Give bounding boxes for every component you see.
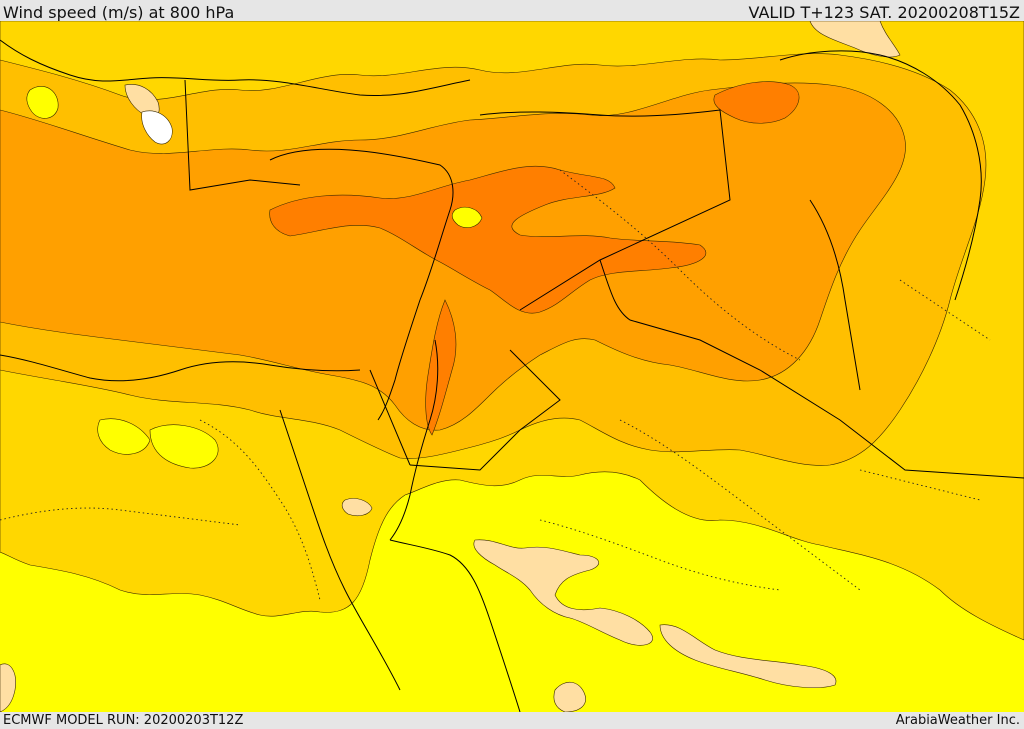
wind-patch-yellow-3 xyxy=(451,206,483,228)
wind-calm-peach-3 xyxy=(553,682,586,712)
wind-core-dark-orange xyxy=(269,165,707,314)
wind-calm-white xyxy=(141,110,173,145)
internal-borders xyxy=(0,169,991,601)
valid-time: VALID T+123 SAT. 20200208T15Z xyxy=(748,3,1020,22)
map-header: Wind speed (m/s) at 800 hPa VALID T+123 … xyxy=(0,0,1024,22)
wind-calm-peach-7 xyxy=(0,663,16,712)
wind-calm-peach-4 xyxy=(341,498,373,517)
wind-core-dark-orange-east xyxy=(713,81,800,124)
wind-calm-peach-5 xyxy=(809,21,901,58)
wind-core-levant xyxy=(425,299,457,436)
wind-patch-yellow-2 xyxy=(149,424,219,469)
map-title: Wind speed (m/s) at 800 hPa xyxy=(3,3,235,22)
wind-patch-yellow-4 xyxy=(26,86,59,119)
wind-calm-peach-2 xyxy=(659,624,837,689)
credit: ArabiaWeather Inc. xyxy=(895,713,1020,728)
wind-calm-peach-1 xyxy=(473,539,653,646)
map-footer: ECMWF MODEL RUN: 20200203T12Z ArabiaWeat… xyxy=(0,712,1024,729)
coastlines xyxy=(0,39,1024,712)
model-run: ECMWF MODEL RUN: 20200203T12Z xyxy=(3,713,244,728)
wind-speed-map xyxy=(0,21,1024,712)
wind-patch-yellow-1 xyxy=(97,418,151,455)
